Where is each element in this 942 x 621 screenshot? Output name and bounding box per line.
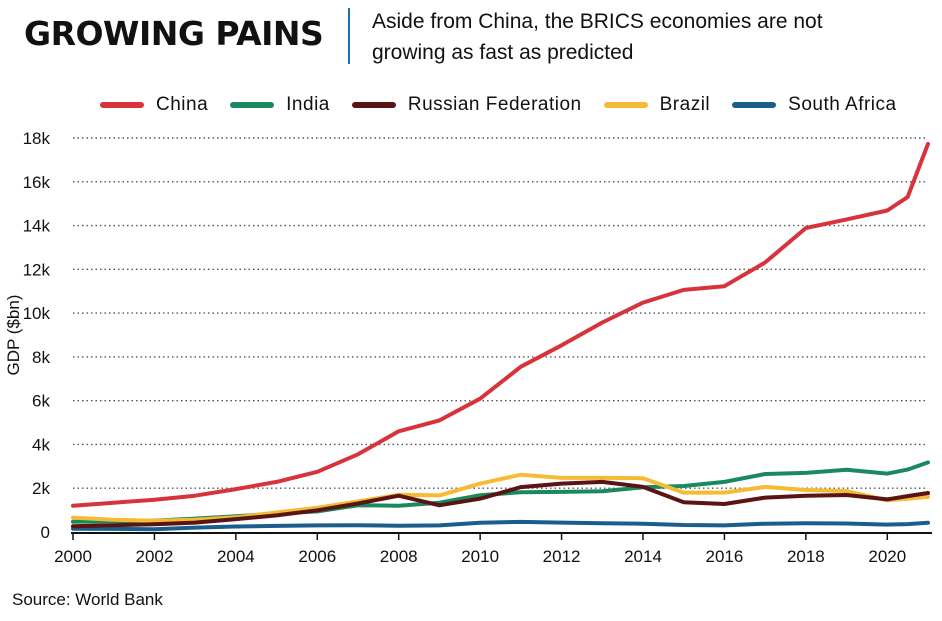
x-tick-label: 2006: [298, 547, 336, 566]
y-tick-label: 18k: [23, 129, 51, 148]
y-tick-label: 10k: [23, 304, 51, 323]
legend-label-india: India: [286, 94, 330, 115]
legend-label-russia: Russian Federation: [407, 94, 582, 115]
x-tick-label: 2010: [461, 547, 499, 566]
page-title: GROWING PAINS: [24, 14, 324, 53]
x-tick-label: 2018: [787, 547, 825, 566]
series-lines: [71, 141, 930, 532]
y-tick-label: 12k: [23, 260, 51, 279]
legend-swatch-china: [100, 102, 144, 108]
x-tick-label: 2014: [624, 547, 662, 566]
x-axis-ticks: 2000 2002 2004 2006 2008 2010 2012 2014 2016 2018…: [54, 533, 906, 566]
legend-swatch-india: [230, 102, 275, 108]
y-tick-label: 6k: [32, 392, 50, 411]
legend-label-south-africa: South Africa: [788, 94, 897, 115]
series-line-brazil: [71, 472, 930, 523]
legend-item-china: China: [100, 94, 208, 116]
legend-item-south-africa: South Africa: [732, 94, 896, 116]
legend: China India Russian Federation Brazil So…: [100, 92, 919, 118]
y-axis-label: GDP ($bn): [4, 295, 23, 376]
x-tick-label: 2020: [868, 547, 906, 566]
gridlines: [73, 137, 928, 489]
y-tick-label: 16k: [23, 173, 51, 192]
series-line-china: [71, 141, 930, 508]
y-tick-label: 2k: [32, 479, 50, 498]
legend-swatch-brazil: [603, 102, 648, 108]
series-line-russian-federation: [71, 479, 930, 529]
title-divider: [348, 8, 350, 64]
legend-item-russia: Russian Federation: [351, 94, 582, 116]
y-tick-label: 4k: [32, 435, 50, 454]
x-tick-label: 2000: [54, 547, 92, 566]
legend-label-brazil: Brazil: [659, 94, 711, 115]
x-tick-label: 2008: [380, 547, 418, 566]
legend-swatch-russia: [351, 102, 396, 108]
x-tick-label: 2016: [706, 547, 744, 566]
subtitle-line-1: Aside from China, the BRICS economies ar…: [372, 10, 823, 33]
y-tick-label: 14k: [23, 217, 51, 236]
y-tick-label: 8k: [32, 348, 50, 367]
y-axis-ticks: 0 2k 4k 6k 8k 10k 12k 14k 16k 18k: [23, 129, 51, 542]
legend-item-brazil: Brazil: [603, 94, 711, 116]
y-tick-label: 0: [41, 523, 50, 542]
source-note: Source: World Bank: [12, 590, 163, 609]
x-tick-label: 2004: [217, 547, 255, 566]
x-tick-label: 2002: [136, 547, 174, 566]
legend-item-india: India: [230, 94, 330, 116]
series-line-south-africa: [71, 519, 930, 532]
legend-swatch-south-africa: [732, 102, 777, 108]
subtitle-line-2: growing as fast as predicted: [372, 41, 634, 64]
legend-label-china: China: [156, 94, 209, 115]
subtitle: Aside from China, the BRICS economies ar…: [372, 6, 932, 68]
x-tick-label: 2012: [543, 547, 581, 566]
